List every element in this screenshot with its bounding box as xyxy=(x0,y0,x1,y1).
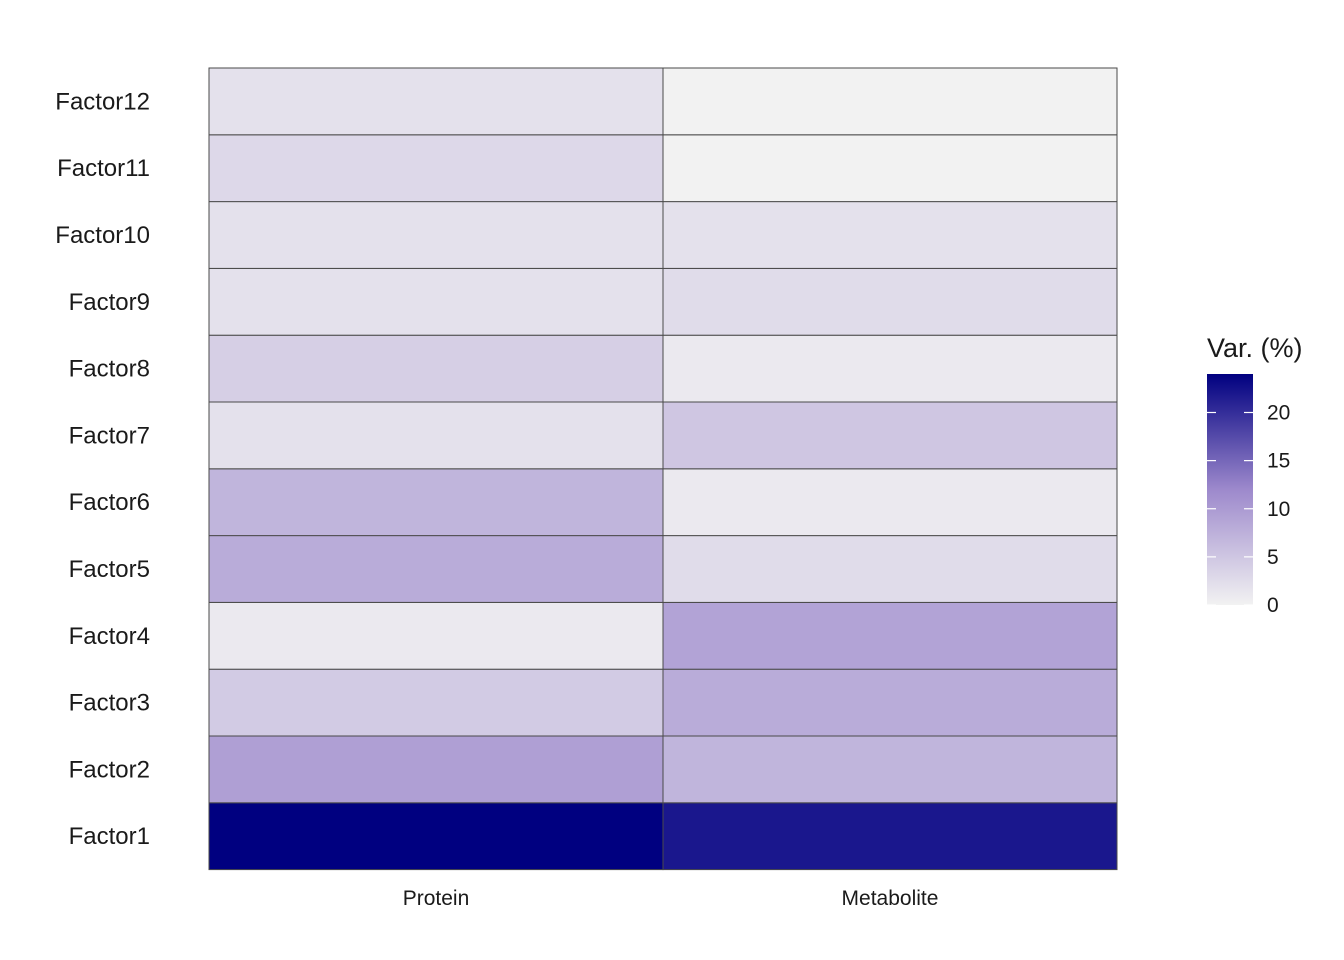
color-legend: Var. (%) 0 5 10 15 20 xyxy=(1207,333,1303,617)
heatmap-cell-factor10-protein xyxy=(208,201,664,269)
y-tick-label: Factor10 xyxy=(55,222,150,249)
heatmap-cell-factor4-protein xyxy=(208,601,664,670)
heatmap-cell-factor5-metabolite xyxy=(662,535,1118,603)
heatmap-cell-factor7-protein xyxy=(208,401,664,470)
heatmap-cells xyxy=(208,67,1118,871)
heatmap-cell-factor12-metabolite xyxy=(662,67,1118,136)
heatmap-cell-factor2-metabolite xyxy=(662,735,1118,804)
y-tick-label: Factor7 xyxy=(69,422,150,449)
heatmap-cell-factor9-metabolite xyxy=(662,267,1118,336)
heatmap-cell-factor6-protein xyxy=(208,468,664,537)
legend-tick-label: 20 xyxy=(1267,402,1290,425)
heatmap-cell-factor2-protein xyxy=(208,735,664,804)
y-tick-label: Factor8 xyxy=(69,356,150,383)
legend-colorbar xyxy=(1207,374,1253,605)
legend-tick-label: 0 xyxy=(1267,594,1279,617)
heatmap-cell-factor3-metabolite xyxy=(662,668,1118,737)
heatmap-cell-factor1-protein xyxy=(208,802,664,871)
heatmap-cell-factor9-protein xyxy=(208,267,664,336)
heatmap-cell-factor4-metabolite xyxy=(662,601,1118,670)
legend-ticks: 0 5 10 15 20 xyxy=(1207,402,1290,617)
x-axis-labels: Protein Metabolite xyxy=(403,887,939,910)
heatmap-cell-factor8-protein xyxy=(208,334,664,403)
y-tick-label: Factor1 xyxy=(69,823,150,850)
heatmap-cell-factor12-protein xyxy=(208,67,664,136)
legend-tick-label: 15 xyxy=(1267,450,1290,473)
heatmap-cell-factor1-metabolite xyxy=(662,802,1118,871)
y-tick-label: Factor4 xyxy=(69,623,150,650)
heatmap-cell-factor6-metabolite xyxy=(662,468,1118,537)
legend-tick-label: 5 xyxy=(1267,546,1279,569)
y-tick-label: Factor2 xyxy=(69,756,150,783)
legend-title: Var. (%) xyxy=(1207,333,1303,363)
heatmap-cell-factor8-metabolite xyxy=(662,334,1118,403)
legend-tick-label: 10 xyxy=(1267,498,1290,521)
x-tick-label: Protein xyxy=(403,887,470,910)
heatmap-cell-factor10-metabolite xyxy=(662,201,1118,269)
y-tick-label: Factor9 xyxy=(69,289,150,316)
y-tick-label: Factor5 xyxy=(69,556,150,583)
heatmap-cell-factor5-protein xyxy=(208,535,664,603)
heatmap-cell-factor11-metabolite xyxy=(662,134,1118,203)
heatmap-cell-factor3-protein xyxy=(208,668,664,737)
y-axis-labels: Factor1 Factor2 Factor3 Factor4 Factor5 Facto… xyxy=(55,88,150,850)
y-tick-label: Factor3 xyxy=(69,690,150,717)
y-tick-label: Factor6 xyxy=(69,489,150,516)
x-tick-label: Metabolite xyxy=(842,887,939,910)
y-tick-label: Factor12 xyxy=(55,88,150,115)
heatmap-cell-factor11-protein xyxy=(208,134,664,203)
y-tick-label: Factor11 xyxy=(57,155,150,182)
heatmap-cell-factor7-metabolite xyxy=(662,401,1118,470)
